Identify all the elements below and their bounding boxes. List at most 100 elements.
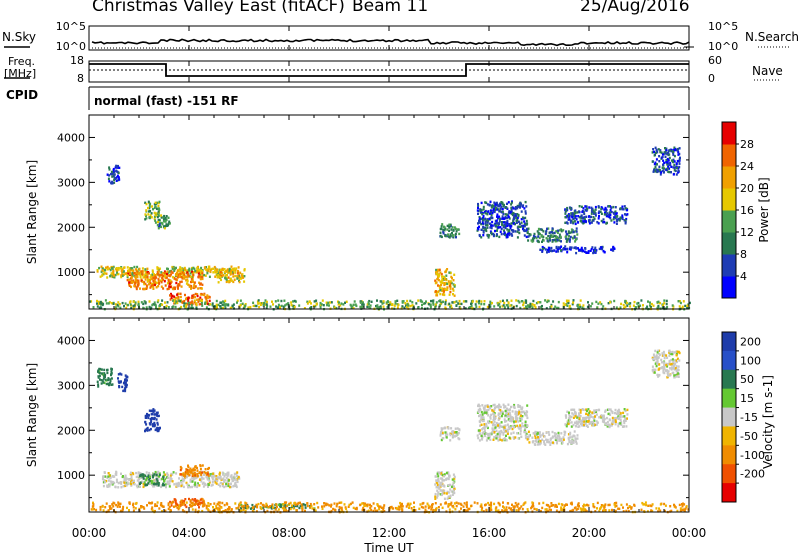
scatter-cell: [141, 473, 144, 476]
scatter-cell: [491, 427, 494, 430]
scatter-cell: [621, 217, 624, 221]
scatter-cell: [139, 275, 142, 279]
scatter-cell: [196, 293, 199, 296]
scatter-cell: [196, 298, 199, 301]
scatter-cell: [162, 471, 165, 474]
scatter-cell: [309, 502, 312, 506]
scatter-cell: [144, 218, 147, 221]
scatter-cell: [128, 281, 131, 284]
scatter-cell: [548, 248, 551, 251]
scatter-cell: [124, 378, 127, 381]
scatter-cell: [149, 423, 152, 426]
scatter-cell: [504, 409, 507, 413]
scatter-cell: [204, 482, 206, 486]
scatter-cell: [153, 422, 156, 426]
scatter-cell: [119, 481, 122, 484]
scatter-cell: [512, 207, 515, 210]
scatter-cell: [140, 505, 143, 508]
scatter-cell: [101, 269, 104, 272]
scatter-cell: [362, 301, 364, 304]
scatter-cell: [154, 221, 157, 224]
scatter-cell: [549, 443, 552, 446]
beam-label: Beam 11: [352, 0, 429, 16]
scatter-cell: [608, 509, 611, 512]
power-colorbar-tick-label: 8: [740, 248, 747, 261]
scatter-cell: [567, 218, 570, 221]
scatter-cell: [147, 278, 149, 281]
scatter-cell: [532, 432, 535, 435]
scatter-cell: [194, 500, 197, 504]
scatter-cell: [107, 479, 110, 482]
scatter-cell: [434, 475, 437, 478]
scatter-cell: [672, 173, 675, 176]
scatter-cell: [525, 414, 528, 417]
scatter-cell: [172, 299, 175, 302]
scatter-cell: [625, 217, 628, 221]
scatter-cell: [215, 482, 218, 485]
scatter-cell: [427, 506, 430, 510]
scatter-cell: [509, 224, 512, 228]
scatter-cell: [187, 484, 190, 487]
scatter-cell: [343, 503, 346, 506]
scatter-cell: [157, 227, 160, 230]
scatter-cell: [641, 501, 644, 505]
scatter-cell: [364, 504, 366, 507]
scatter-cell: [262, 302, 265, 305]
scatter-cell: [570, 442, 573, 445]
scatter-cell: [143, 300, 146, 303]
scatter-cell: [436, 471, 439, 474]
scatter-cell: [481, 212, 484, 216]
scatter-cell: [240, 277, 243, 280]
scatter-cell: [207, 485, 209, 488]
scatter-cell: [223, 503, 226, 507]
scatter-cell: [369, 304, 372, 307]
scatter-cell: [523, 307, 526, 310]
scatter-cell: [457, 502, 460, 505]
scatter-cell: [217, 303, 220, 307]
scatter-cell: [497, 208, 500, 211]
scatter-cell: [223, 303, 226, 306]
scatter-cell: [382, 300, 385, 303]
scatter-cell: [484, 226, 487, 229]
scatter-cell: [527, 510, 530, 513]
scatter-cell: [669, 149, 672, 152]
scatter-cell: [183, 267, 186, 271]
scatter-cell: [211, 483, 214, 487]
scatter-cell: [173, 483, 176, 486]
scatter-cell: [479, 420, 482, 424]
scatter-cell: [442, 225, 445, 228]
scatter-cell: [626, 208, 629, 212]
scatter-cell: [238, 280, 241, 284]
scatter-cell: [676, 509, 679, 513]
scatter-cell: [665, 148, 668, 152]
scatter-cell: [452, 481, 455, 484]
scatter-cell: [661, 155, 664, 159]
scatter-cell: [200, 473, 203, 476]
scatter-cell: [421, 502, 424, 505]
scatter-cell: [652, 148, 655, 151]
scatter-cell: [301, 507, 304, 511]
scatter-cell: [168, 274, 171, 277]
scatter-cell: [208, 275, 211, 278]
scatter-cell: [165, 276, 168, 279]
scatter-cell: [179, 473, 182, 476]
scatter-cell: [198, 303, 201, 306]
freq-panel: 18 8 60 0: [4, 54, 780, 85]
scatter-cell: [549, 231, 552, 234]
scatter-cell: [287, 302, 290, 305]
scatter-cell: [536, 433, 539, 436]
scatter-cell: [441, 473, 444, 477]
scatter-cell: [196, 469, 199, 472]
scatter-cell: [180, 285, 183, 288]
scatter-cell: [659, 150, 662, 154]
scatter-cell: [193, 475, 196, 478]
scatter-cell: [156, 411, 159, 414]
scatter-cell: [110, 370, 113, 373]
scatter-cell: [123, 273, 126, 276]
scatter-cell: [436, 494, 439, 497]
scatter-cell: [231, 479, 234, 483]
scatter-cell: [224, 306, 227, 310]
scatter-cell: [486, 203, 489, 206]
scatter-cell: [432, 508, 435, 512]
scatter-cell: [481, 413, 484, 416]
